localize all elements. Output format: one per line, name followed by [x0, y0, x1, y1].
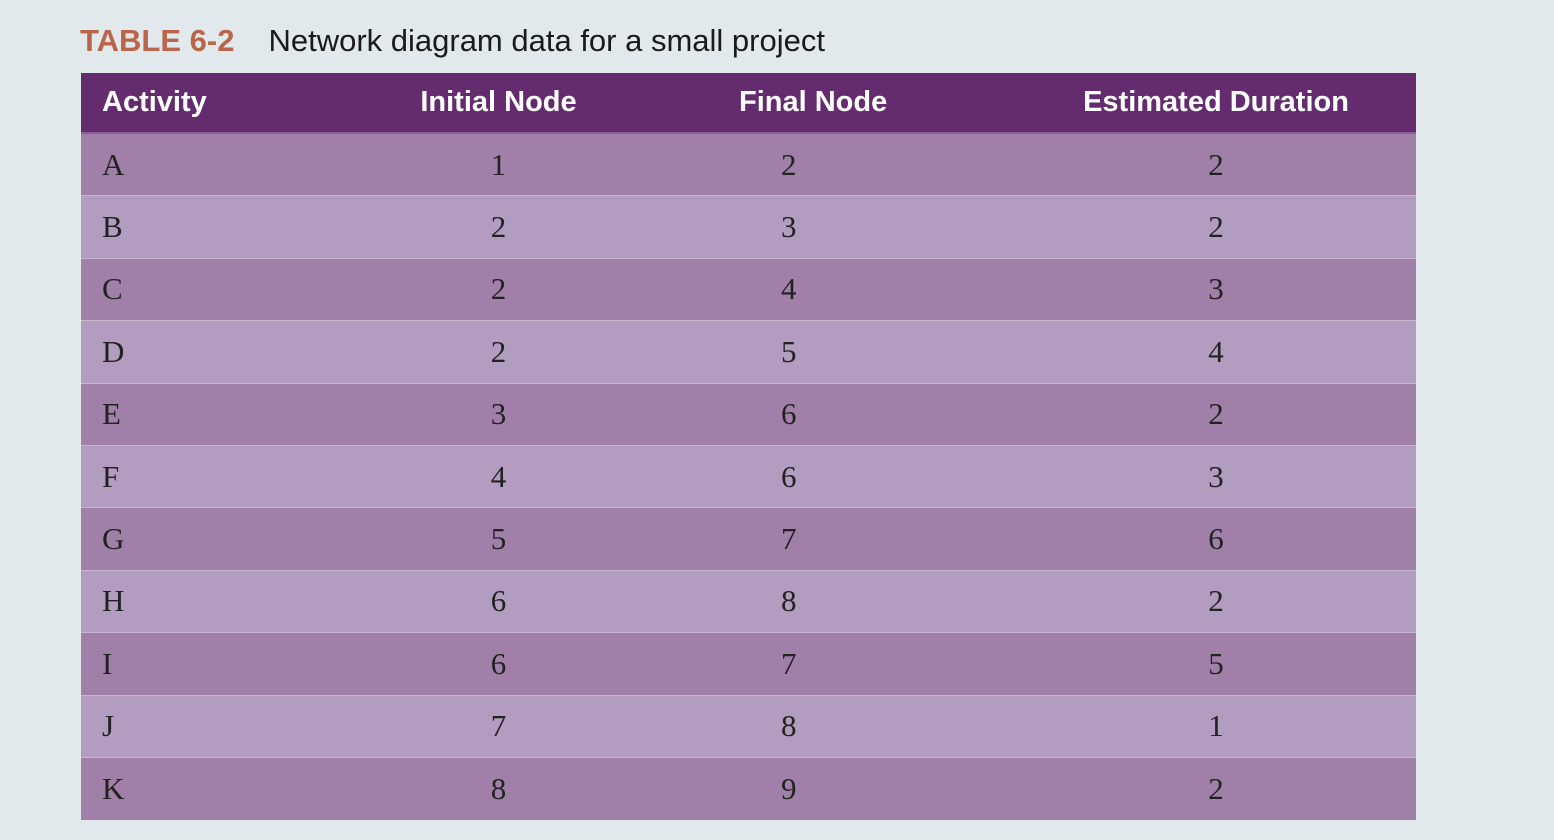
- activity-cell: I: [102, 645, 113, 681]
- final-node-cell: 8: [781, 583, 797, 619]
- duration-cell: 3: [1208, 271, 1224, 307]
- activity-cell: K: [102, 771, 125, 807]
- initial-node-cell: 6: [490, 645, 507, 681]
- final-node-cell: 7: [781, 521, 797, 557]
- duration-cell: 6: [1208, 521, 1224, 557]
- initial-node-cell: 1: [490, 146, 507, 182]
- network-diagram-table: Activity Initial Node Final Node Estimat…: [81, 73, 1416, 821]
- activity-cell: E: [102, 396, 121, 432]
- table-title: Network diagram data for a small project: [268, 23, 825, 58]
- table-row: C 2 4 3: [81, 258, 1416, 322]
- activity-cell: F: [102, 458, 120, 494]
- initial-node-cell: 4: [490, 458, 507, 494]
- initial-node-cell: 2: [490, 333, 507, 369]
- duration-cell: 2: [1208, 583, 1224, 619]
- final-node-cell: 7: [781, 645, 797, 681]
- final-node-cell: 6: [781, 458, 797, 494]
- duration-cell: 2: [1208, 396, 1224, 432]
- duration-cell: 2: [1208, 209, 1224, 245]
- table-row: A 1 2 2: [81, 134, 1416, 197]
- final-node-cell: 9: [781, 771, 797, 807]
- initial-node-cell: 2: [490, 209, 507, 245]
- initial-node-cell: 3: [490, 396, 507, 432]
- final-node-cell: 5: [781, 333, 797, 369]
- table-row: I 6 7 5: [81, 633, 1416, 696]
- table-row: D 2 5 4: [81, 321, 1416, 384]
- table-row: H 6 8 2: [81, 570, 1416, 634]
- final-node-cell: 3: [781, 209, 797, 245]
- activity-cell: D: [102, 333, 125, 369]
- table-row: K 8 9 2: [81, 757, 1416, 821]
- table-row: F 4 6 3: [81, 445, 1416, 509]
- table-row: J 7 8 1: [81, 695, 1416, 758]
- initial-node-cell: 8: [490, 771, 507, 807]
- duration-cell: 2: [1208, 146, 1224, 182]
- activity-cell: G: [102, 521, 125, 557]
- column-header-estimated-duration: Estimated Duration: [1083, 86, 1349, 118]
- column-header-initial-node: Initial Node: [420, 86, 577, 118]
- activity-cell: A: [102, 146, 125, 182]
- activity-cell: J: [102, 708, 115, 744]
- duration-cell: 2: [1208, 771, 1224, 807]
- initial-node-cell: 5: [490, 521, 507, 557]
- duration-cell: 5: [1208, 645, 1224, 681]
- final-node-cell: 8: [781, 708, 797, 744]
- table-caption: TABLE 6-2 Network diagram data for a sma…: [80, 20, 825, 62]
- duration-cell: 1: [1208, 708, 1224, 744]
- final-node-cell: 4: [781, 271, 797, 307]
- initial-node-cell: 2: [490, 271, 507, 307]
- table-row: B 2 3 2: [81, 196, 1416, 259]
- final-node-cell: 6: [781, 396, 797, 432]
- activity-cell: C: [102, 271, 123, 307]
- initial-node-cell: 6: [490, 583, 507, 619]
- table-number: TABLE 6-2: [80, 23, 235, 58]
- column-header-activity: Activity: [102, 86, 207, 118]
- final-node-cell: 2: [781, 146, 797, 182]
- duration-cell: 4: [1208, 333, 1224, 369]
- activity-cell: B: [102, 209, 123, 245]
- activity-cell: H: [102, 583, 125, 619]
- column-header-final-node: Final Node: [739, 86, 888, 118]
- table-header-row: Activity Initial Node Final Node Estimat…: [81, 73, 1416, 134]
- table-row: G 5 7 6: [81, 508, 1416, 571]
- duration-cell: 3: [1208, 458, 1224, 494]
- table-row: E 3 6 2: [81, 383, 1416, 446]
- initial-node-cell: 7: [490, 708, 507, 744]
